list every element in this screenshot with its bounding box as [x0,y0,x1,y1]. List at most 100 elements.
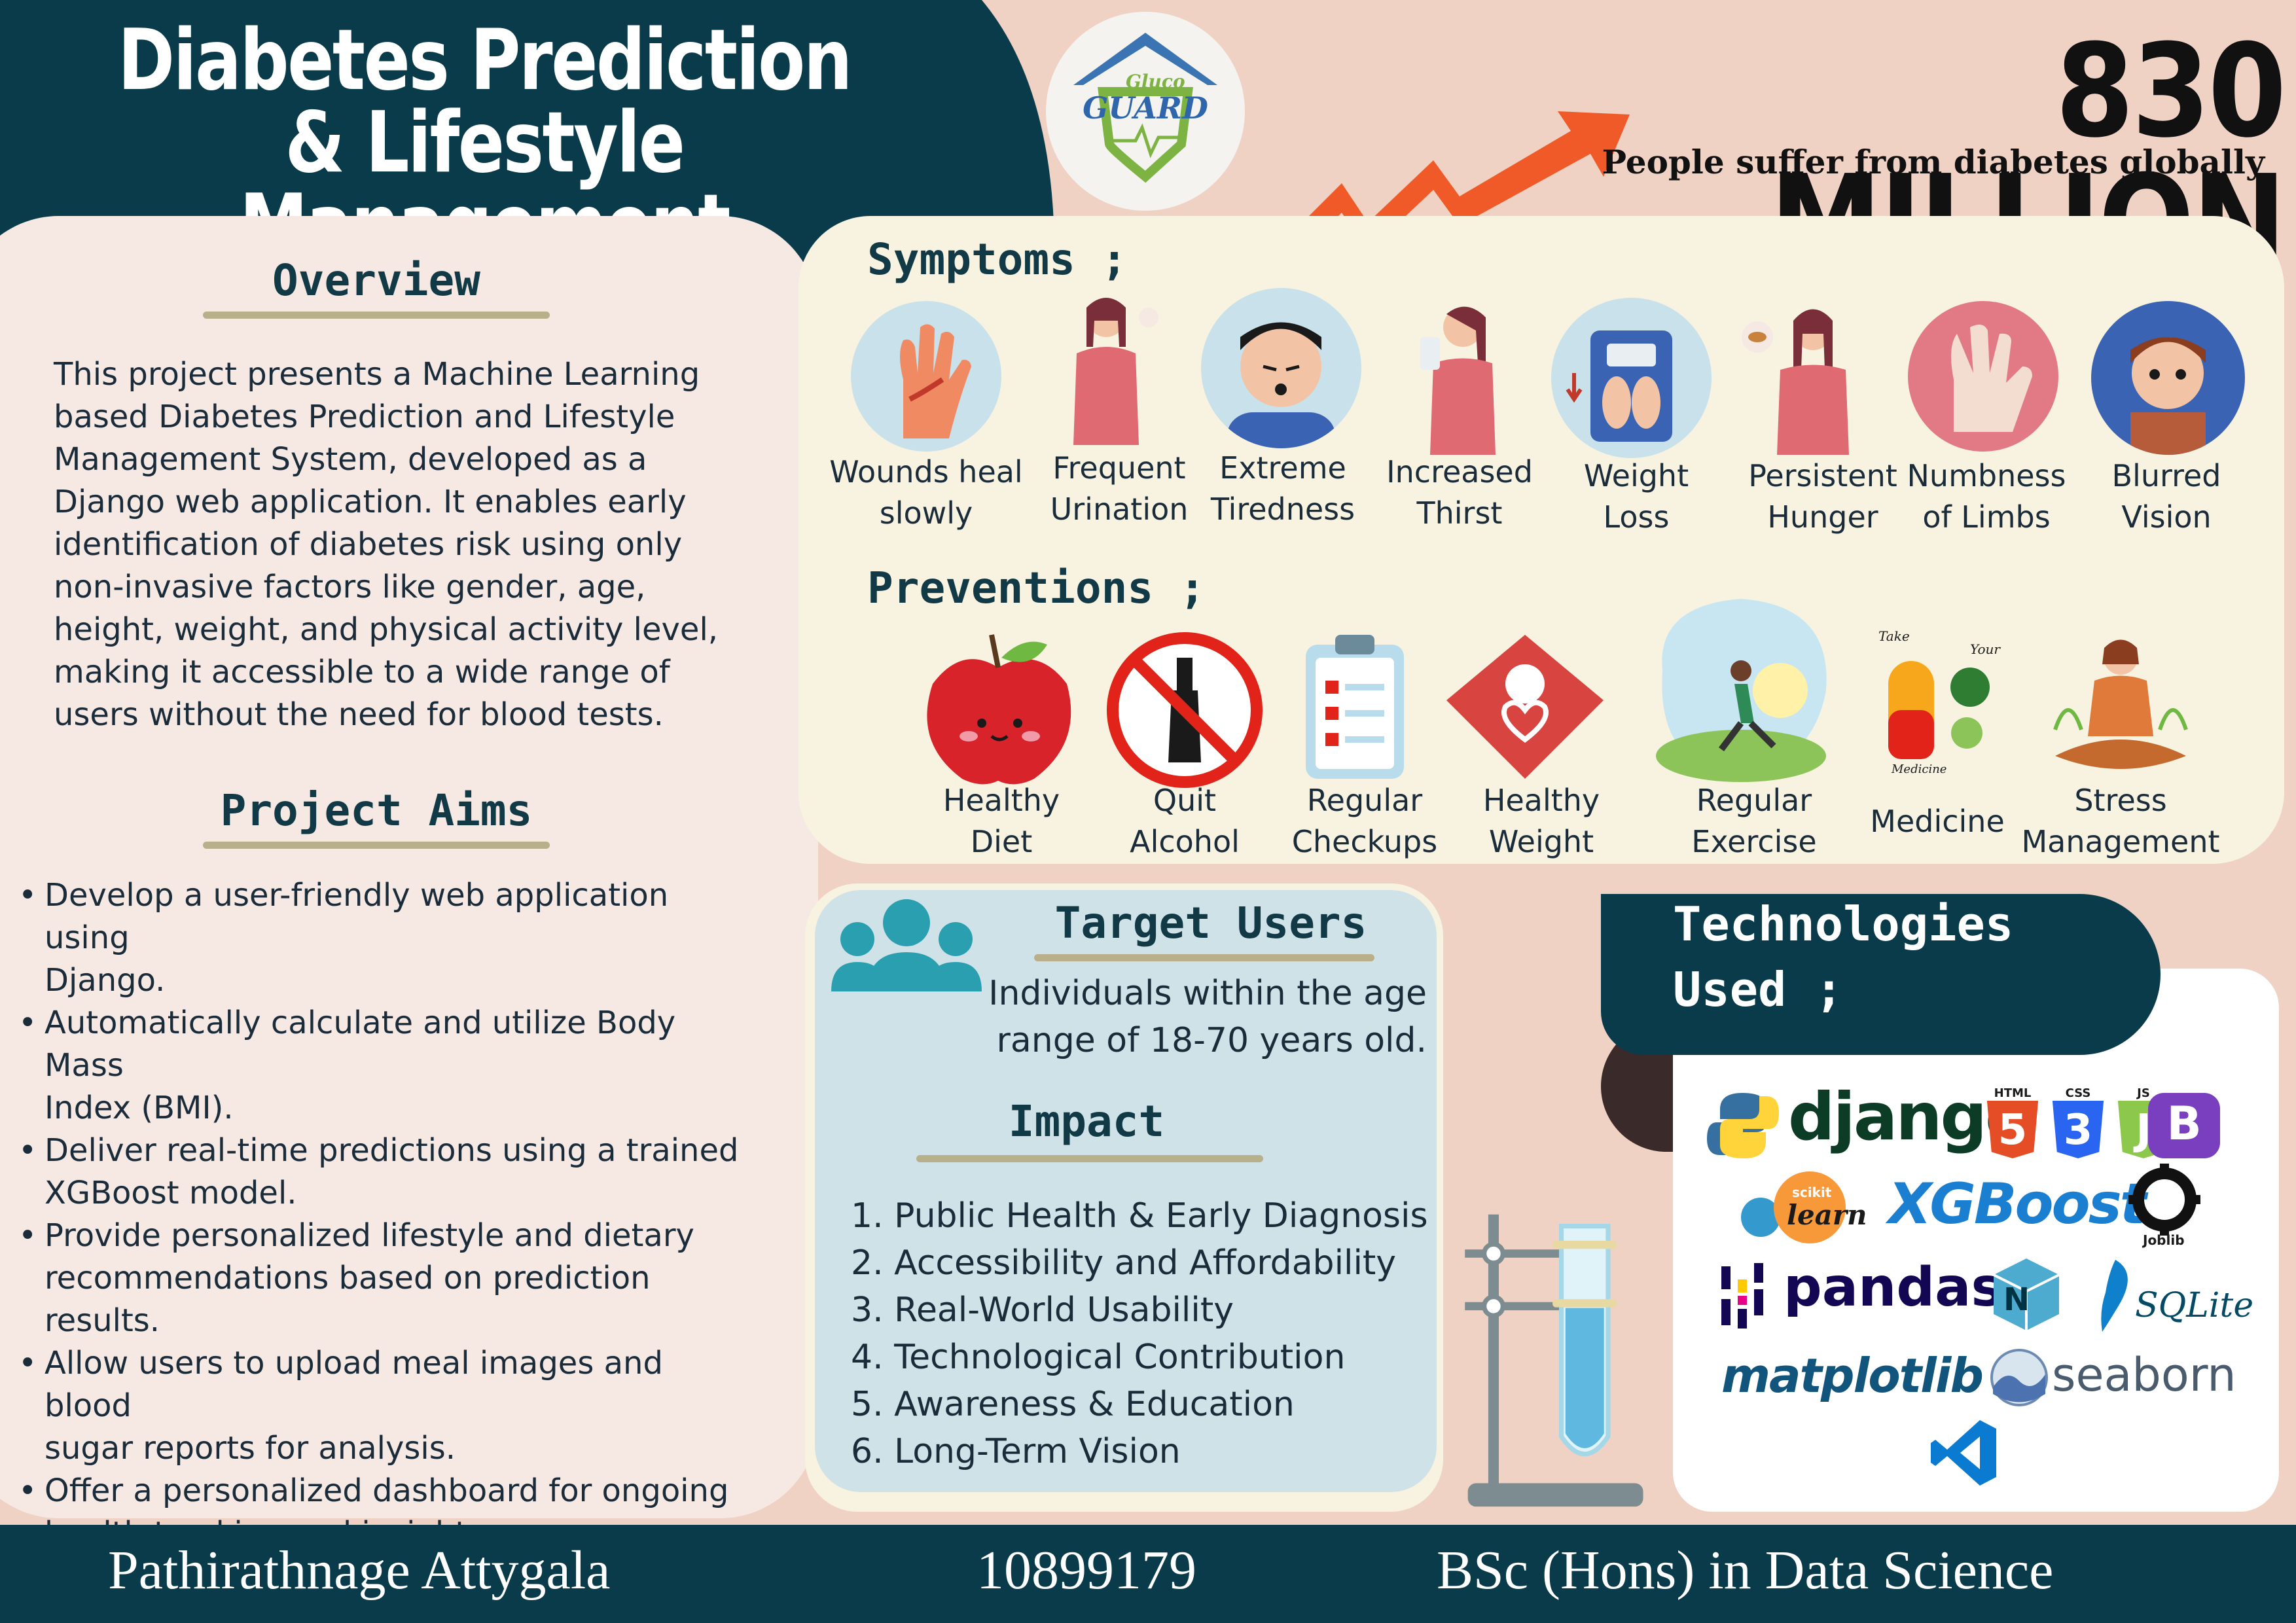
symptom-label-line: Urination [1050,491,1189,527]
prevention-label: Stress Management [2016,780,2225,863]
prevention-label-line: Medicine [1870,804,2005,839]
title-line-1: Diabetes Prediction & Lifestyle [117,12,853,192]
aim-item: Deliver real-time predictions using a tr… [13,1130,746,1215]
pills-icon: Take Your Medicine [1872,628,2003,779]
sqlite-logo: SQLite [2089,1260,2253,1332]
apple-icon [920,632,1080,789]
overview-line: making it accessible to a wide range of [54,654,670,690]
urination-icon [1060,288,1158,458]
technologies-title-line: Technologies [1673,897,2014,952]
technologies-header [1601,894,2161,1055]
css3-logo: CSS 3 [2049,1086,2108,1158]
js-label: JS [2137,1086,2150,1100]
blurred-vision-icon [2091,301,2245,455]
learn-label: learn [1787,1199,1867,1231]
target-users-line: range of 18-70 years old. [996,1021,1427,1060]
aim-item: Develop a user-friendly web application … [13,874,746,1002]
impact-item: 2. Accessibility and Affordability [851,1243,1397,1283]
vscode-logo-icon [1931,1420,1996,1486]
gluco-guard-logo: Gluco GUARD [1041,7,1250,216]
symptom-label-line: Frequent [1052,450,1186,486]
prevention-label: Healthy Weight [1443,780,1640,863]
css-label: CSS [2065,1086,2091,1100]
trend-arrow-icon [1250,111,1630,285]
prevention-label: Quit Alcohol [1086,780,1283,863]
prevention-label-line: Regular [1696,783,1812,818]
impact-item: 5. Awareness & Education [851,1385,1295,1424]
impact-item: 6. Long-Term Vision [851,1432,1181,1471]
scikit-learn-logo: scikit learn [1741,1171,1878,1243]
target-users-line: Individuals within the age [988,974,1427,1013]
prevention-label: Regular Checkups [1266,780,1463,863]
footer-student-id: 10899179 [977,1540,1196,1601]
hunger-icon [1728,298,1859,458]
numb-hand-icon [1908,301,2058,452]
impact-item: 4. Technological Contribution [851,1338,1346,1377]
symptom-label-line: Thirst [1416,495,1503,531]
symptom-label-line: Numbness [1907,458,2066,493]
css3-number: 3 [2063,1106,2093,1154]
scale-icon [1551,298,1712,458]
tired-face-icon [1201,288,1361,448]
aim-line: Automatically calculate and utilize Body… [45,1005,676,1084]
prevention-label-line: Healthy [942,783,1060,818]
impact-item: 1. Public Health & Early Diagnosis [851,1196,1428,1236]
project-aims-title: Project Aims [220,785,533,836]
impact-item: 3. Real-World Usability [851,1291,1234,1330]
xgboost-logo: XGBoost [1888,1171,2147,1237]
prevention-label-line: Stress [2074,783,2167,818]
logo-small-text: Gluco [1126,71,1185,92]
symptom-label-line: Increased [1386,454,1533,490]
overview-text: This project presents a Machine Learning… [54,353,761,736]
prevention-label: Healthy Diet [903,780,1100,863]
project-aims-underline [203,842,550,849]
footer-degree: BSc (Hons) in Data Science [1437,1540,2054,1601]
scikit-orange-blob-icon [1774,1171,1846,1243]
symptom-label-line: slowly [879,495,973,531]
python-logo-icon [1707,1093,1779,1158]
meditation-icon [2042,632,2199,782]
aim-line: Allow users to upload meal images and bl… [45,1345,663,1424]
overview-line: This project presents a Machine Learning [54,356,700,393]
wound-hand-icon [851,301,1001,452]
symptom-label: Weight Loss [1538,455,1734,538]
pandas-bars-icon [1721,1263,1763,1329]
target-users-title: Target Users [1054,898,1367,948]
numpy-cube-icon [1993,1258,2060,1330]
test-tube-icon [1465,1214,1643,1507]
symptom-label-line: Extreme [1219,450,1346,486]
impact-list: 1. Public Health & Early Diagnosis 2. Ac… [851,1192,1428,1475]
symptom-label: Frequent Urination [1021,448,1217,530]
aim-item: Provide personalized lifestyle and dieta… [13,1215,746,1342]
pill-medicine-label: Medicine [1892,762,1947,776]
logo-shield-icon [1046,12,1245,211]
symptom-label-line: of Limbs [1922,499,2051,535]
aim-item: Allow users to upload meal images and bl… [13,1342,746,1470]
target-users-text: Individuals within the age range of 18-7… [969,970,1427,1064]
impact-title: Impact [1008,1096,1165,1147]
overview-underline [203,312,550,319]
symptom-label-line: Blurred [2111,458,2221,493]
joblib-logo: Joblib [2128,1164,2200,1249]
clipboard-icon [1296,628,1414,785]
technologies-title: Technologies Used ; [1673,891,2013,1022]
symptom-label: Persistent Hunger [1721,455,1924,538]
symptom-label-line: Vision [2121,499,2212,535]
symptom-label-line: Hunger [1767,499,1878,535]
thirst-icon [1401,298,1505,458]
prevention-label-line: Healthy [1482,783,1600,818]
html-label: HTML [1994,1086,2032,1100]
symptom-label: Extreme Tiredness [1185,448,1381,530]
sqlite-feather-icon [2101,1260,2128,1332]
overview-title: Overview [272,255,480,306]
impact-underline [916,1155,1263,1162]
no-alcohol-icon [1106,632,1263,789]
logo-main-text: GUARD [1083,90,1208,126]
symptom-label-line: Persistent [1748,458,1897,493]
numpy-logo: N [1987,1255,2066,1334]
prevention-label-line: Exercise [1691,824,1817,859]
pill-your-label: Your [1970,641,2000,657]
prevention-label-line: Checkups [1291,824,1438,859]
symptom-label: Blurred Vision [2075,455,2258,538]
